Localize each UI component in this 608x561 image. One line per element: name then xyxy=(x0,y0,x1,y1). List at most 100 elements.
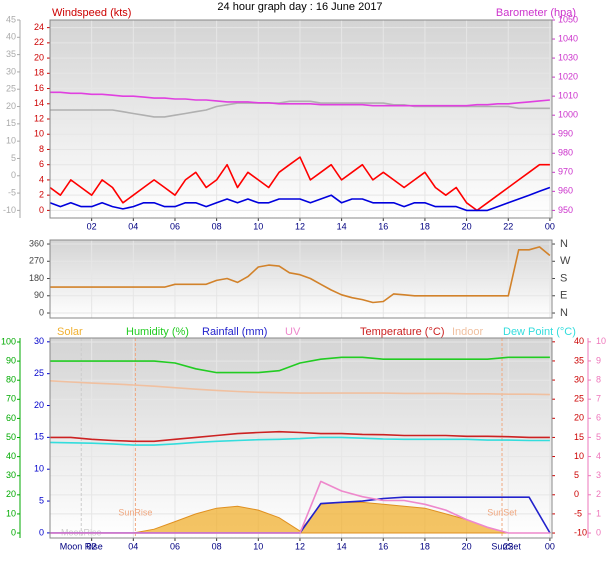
x-tick-label: 04 xyxy=(128,221,138,231)
y-tick-label: S xyxy=(560,272,567,284)
y-tick-label: 35 xyxy=(6,49,16,59)
y-tick-label: 10 xyxy=(34,129,44,139)
x-tick-label: 04 xyxy=(128,541,138,551)
y-tick-label: 80 xyxy=(6,375,16,385)
y-tick-label: 25 xyxy=(574,394,584,404)
y-tick-label: 960 xyxy=(558,186,573,196)
y-tick-label: 8 xyxy=(39,144,44,154)
y-tick-label: 0 xyxy=(11,170,16,180)
page-title: 24 hour graph day : 16 June 2017 xyxy=(217,1,382,13)
y-tick-label: 1030 xyxy=(558,52,578,62)
y-tick-label: 360 xyxy=(29,238,44,248)
plot-frame xyxy=(49,337,553,539)
y-tick-label: E xyxy=(560,290,567,302)
y-tick-label: 30 xyxy=(34,336,44,346)
x-tick-label: 14 xyxy=(337,221,347,231)
y-tick-label: 0 xyxy=(11,527,16,537)
y-tick-label: 20 xyxy=(574,413,584,423)
axis-title: Barometer (hpa) xyxy=(496,7,576,19)
x-tick-label: 02 xyxy=(87,221,97,231)
y-tick-label: 30 xyxy=(574,374,584,384)
y-tick-label: 1040 xyxy=(558,33,578,43)
y-tick-label: 10 xyxy=(6,136,16,146)
y-tick-label: 20 xyxy=(34,400,44,410)
y-tick-label: 1010 xyxy=(558,91,578,101)
x-tick-label: 10 xyxy=(253,221,263,231)
y-tick-label: 10 xyxy=(34,464,44,474)
y-tick-label: 20 xyxy=(34,52,44,62)
y-tick-label: 45 xyxy=(6,14,16,24)
y-tick-label: N xyxy=(560,238,568,250)
y-tick-label: -10 xyxy=(574,527,587,537)
y-tick-label: 15 xyxy=(34,432,44,442)
series-line xyxy=(50,100,550,118)
x-tick-label: 16 xyxy=(378,221,388,231)
y-tick-label: 990 xyxy=(558,129,573,139)
y-tick-label: 5 xyxy=(39,495,44,505)
series-line xyxy=(49,436,550,446)
y-tick-label: 1020 xyxy=(558,71,578,81)
y-tick-label: 1000 xyxy=(558,110,578,120)
y-tick-label: 7 xyxy=(596,394,601,404)
x-tick-label: 08 xyxy=(212,541,222,551)
y-tick-label: 180 xyxy=(29,273,44,283)
x-tick-label: 12 xyxy=(295,221,305,231)
x-tick-label: 20 xyxy=(462,541,472,551)
y-tick-label: 0 xyxy=(39,307,44,317)
y-tick-label: 970 xyxy=(558,167,573,177)
y-tick-label: -5 xyxy=(8,187,16,197)
y-tick-label: 90 xyxy=(34,290,44,300)
legend-entry: Rainfall (mm) xyxy=(202,326,267,338)
y-tick-label: 12 xyxy=(34,113,44,123)
legend-entry: Indoor xyxy=(452,326,484,338)
y-tick-label: 10 xyxy=(574,451,584,461)
y-tick-label: 980 xyxy=(558,148,573,158)
y-tick-label: 14 xyxy=(34,98,44,108)
y-tick-label: 15 xyxy=(6,118,16,128)
series-line xyxy=(50,91,550,107)
series-line xyxy=(49,380,550,396)
y-tick-label: 30 xyxy=(6,470,16,480)
legend-entry: UV xyxy=(285,326,301,338)
series-line xyxy=(50,356,550,374)
y-tick-label: 5 xyxy=(596,432,601,442)
y-tick-label: 25 xyxy=(34,368,44,378)
y-tick-label: 30 xyxy=(6,66,16,76)
y-tick-label: 0 xyxy=(39,205,44,215)
event-label: SunSet xyxy=(491,541,521,551)
y-tick-label: 4 xyxy=(39,174,44,184)
x-tick-label: 06 xyxy=(170,541,180,551)
y-tick-label: 100 xyxy=(1,336,16,346)
y-tick-label: 2 xyxy=(596,489,601,499)
y-tick-label: 9 xyxy=(596,355,601,365)
y-tick-label: 0 xyxy=(39,527,44,537)
y-tick-label: 40 xyxy=(574,336,584,346)
y-tick-label: 16 xyxy=(34,83,44,93)
y-tick-label: 24 xyxy=(34,22,44,32)
x-tick-label: 06 xyxy=(170,221,180,231)
x-tick-label: 08 xyxy=(212,221,222,231)
series-line xyxy=(50,430,550,443)
series-line xyxy=(49,186,551,212)
y-tick-label: 20 xyxy=(6,101,16,111)
y-tick-label: 35 xyxy=(574,355,584,365)
y-tick-label: 1 xyxy=(596,508,601,518)
y-tick-label: 25 xyxy=(6,84,16,94)
y-tick-label: 6 xyxy=(39,159,44,169)
y-tick-label: 50 xyxy=(6,432,16,442)
panel-title: Windspeed (kts) xyxy=(52,7,131,19)
y-tick-label: 15 xyxy=(574,432,584,442)
y-tick-label: 6 xyxy=(596,413,601,423)
legend-entry: Humidity (%) xyxy=(126,326,189,338)
x-tick-label: 18 xyxy=(420,541,430,551)
y-tick-label: -5 xyxy=(574,508,582,518)
x-tick-label: 16 xyxy=(378,541,388,551)
plot-frame xyxy=(49,239,553,319)
event-label: SunSet xyxy=(487,507,517,517)
legend-entry: Solar xyxy=(57,326,83,338)
y-tick-label: 5 xyxy=(574,470,579,480)
y-tick-label: 18 xyxy=(34,68,44,78)
x-tick-label: 10 xyxy=(253,541,263,551)
y-tick-label: 40 xyxy=(6,451,16,461)
